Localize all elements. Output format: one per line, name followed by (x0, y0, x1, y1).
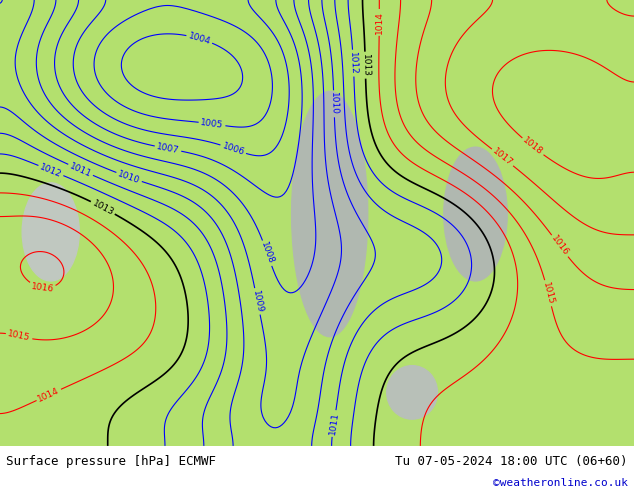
Text: 1012: 1012 (348, 51, 358, 75)
Text: 1009: 1009 (250, 289, 264, 314)
Text: 1011: 1011 (328, 412, 340, 436)
Text: 1007: 1007 (156, 142, 180, 155)
Text: 1015: 1015 (541, 281, 555, 305)
Ellipse shape (292, 92, 368, 337)
Text: 1005: 1005 (200, 118, 224, 130)
Text: 1014: 1014 (375, 11, 384, 34)
Text: 1008: 1008 (259, 241, 275, 266)
Text: 1010: 1010 (117, 169, 141, 185)
Text: Tu 07-05-2024 18:00 UTC (06+60): Tu 07-05-2024 18:00 UTC (06+60) (395, 455, 628, 468)
Text: 1011: 1011 (68, 161, 93, 179)
Text: 1018: 1018 (521, 136, 545, 157)
Text: ©weatheronline.co.uk: ©weatheronline.co.uk (493, 478, 628, 489)
Text: 1012: 1012 (39, 162, 63, 179)
Text: 1006: 1006 (221, 141, 245, 157)
Text: 1013: 1013 (91, 198, 115, 217)
Text: 1017: 1017 (491, 147, 514, 168)
Text: 1004: 1004 (187, 31, 212, 46)
Text: 1015: 1015 (7, 329, 31, 343)
Text: 1013: 1013 (361, 53, 370, 77)
Ellipse shape (22, 183, 79, 281)
Text: 1014: 1014 (37, 386, 61, 404)
Ellipse shape (387, 366, 437, 419)
Text: 1016: 1016 (30, 282, 55, 294)
Text: 1010: 1010 (329, 92, 339, 116)
Text: 1016: 1016 (549, 234, 571, 258)
Ellipse shape (444, 147, 507, 281)
Text: Surface pressure [hPa] ECMWF: Surface pressure [hPa] ECMWF (6, 455, 216, 468)
